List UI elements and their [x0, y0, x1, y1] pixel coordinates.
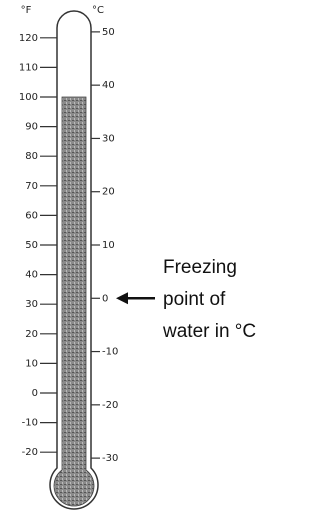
- celsius-label: -20: [102, 400, 118, 411]
- celsius-label: -30: [102, 453, 118, 464]
- fahrenheit-label: 40: [25, 270, 38, 281]
- fahrenheit-label: 80: [25, 151, 38, 162]
- fahrenheit-label: 70: [25, 181, 38, 192]
- celsius-label: 30: [102, 133, 115, 144]
- fahrenheit-label: 50: [25, 240, 38, 251]
- celsius-label: 0: [102, 293, 108, 304]
- celsius-label: 50: [102, 27, 115, 38]
- celsius-label: -10: [102, 347, 118, 358]
- fahrenheit-header: °F: [21, 5, 32, 16]
- fahrenheit-label: 10: [25, 358, 38, 369]
- fahrenheit-label: 0: [32, 388, 38, 399]
- celsius-label: 10: [102, 240, 115, 251]
- fahrenheit-label: 30: [25, 299, 38, 310]
- fahrenheit-label: -20: [22, 447, 38, 458]
- fahrenheit-label: 100: [19, 92, 38, 103]
- fahrenheit-label: 120: [19, 33, 38, 44]
- celsius-header: °C: [92, 5, 104, 16]
- fahrenheit-label: 110: [19, 62, 38, 73]
- fahrenheit-label: 20: [25, 329, 38, 340]
- annotation-line: point of: [163, 289, 226, 310]
- arrow-head: [116, 292, 128, 304]
- celsius-label: 40: [102, 80, 115, 91]
- fahrenheit-label: -10: [22, 418, 38, 429]
- annotation-line: Freezing: [163, 257, 237, 278]
- annotation-line: water in °C: [162, 321, 256, 342]
- thermometer-diagram: °F °C Freezing point of water in °C 120 1…: [0, 0, 291, 511]
- celsius-label: 20: [102, 187, 115, 198]
- fahrenheit-label: 60: [25, 210, 38, 221]
- fahrenheit-label: 90: [25, 122, 38, 133]
